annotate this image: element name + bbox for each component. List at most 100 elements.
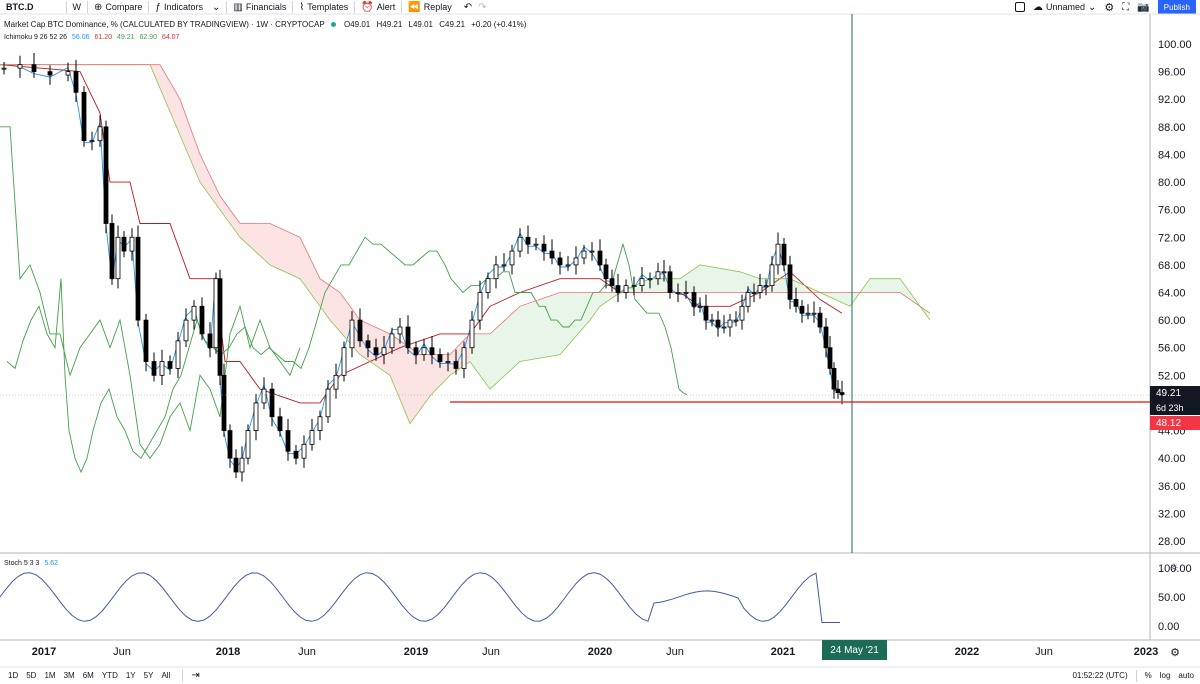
log-toggle[interactable]: log <box>1159 671 1171 680</box>
layout-name-button[interactable]: ☁ Unnamed ⌄ <box>1033 0 1096 14</box>
candle-body <box>589 250 595 253</box>
settings-gear-icon[interactable]: ⚙ <box>1170 646 1180 659</box>
candle-body <box>97 126 103 142</box>
candle-body <box>349 319 355 349</box>
candle-body <box>733 319 739 322</box>
time-label: Jun <box>1035 646 1053 658</box>
camera-icon[interactable]: 📷 <box>1137 1 1150 13</box>
legend-close: C49.21 <box>439 20 466 29</box>
alert-label: Alert <box>376 2 396 12</box>
ichimoku-label: Ichimoku 9 26 52 26 <box>4 34 68 41</box>
price-axis-ticks: 100.00 96.00 92.00 88.00 84.00 80.00 76.00 72.0… <box>1158 39 1192 548</box>
templates-label: Templates <box>307 2 349 12</box>
templates-button[interactable]: ⌇ Templates <box>293 0 354 14</box>
layout-select-icon[interactable] <box>1015 2 1025 12</box>
auto-toggle[interactable]: auto <box>1178 671 1194 680</box>
financials-label: Financials <box>245 2 287 12</box>
candle-body <box>615 285 621 293</box>
price-tick-label: 84.00 <box>1158 149 1186 161</box>
candle-body <box>381 347 387 356</box>
redo-button[interactable]: ↷ <box>478 0 486 14</box>
candle-body <box>517 236 523 252</box>
percent-toggle[interactable]: % <box>1144 671 1152 680</box>
price-tick-label: 64.00 <box>1158 288 1186 300</box>
ichimoku-lead-b-value: 64.07 <box>161 34 180 41</box>
range-1d[interactable]: 1D <box>8 671 19 680</box>
chevron-down-icon: ⌄ <box>1088 1 1097 13</box>
candle-body <box>453 361 459 369</box>
price-tick-label: 92.00 <box>1158 94 1186 106</box>
price-tick-label: 72.00 <box>1158 232 1186 244</box>
stoch-k-line <box>0 572 840 623</box>
stoch-tick-label: 50.00 <box>1158 592 1186 604</box>
undo-button[interactable]: ↶ <box>458 0 478 14</box>
compare-button[interactable]: ⊕ Compare <box>88 0 148 14</box>
toolbar-divider <box>226 1 228 13</box>
range-ytd[interactable]: YTD <box>101 671 118 680</box>
candle-body <box>269 388 275 418</box>
replay-button[interactable]: ⏪ Replay <box>402 0 457 14</box>
legend-change: +0.20 (+0.41%) <box>471 20 527 29</box>
price-tick-label: 28.00 <box>1158 536 1186 548</box>
price-tick-label: 56.00 <box>1158 343 1186 355</box>
ichimoku-legend[interactable]: Ichimoku 9 26 52 26 56.06 61.20 49.21 62… <box>4 34 179 41</box>
candle-body <box>357 319 363 342</box>
undo-icon: ↶ <box>463 1 473 13</box>
price-tick-label: 52.00 <box>1158 370 1186 382</box>
candle-body <box>525 236 531 245</box>
candle-body <box>309 430 315 445</box>
layout-name-label: Unnamed <box>1046 2 1086 12</box>
range-1y[interactable]: 1Y <box>125 671 136 680</box>
bottom-divider <box>182 669 184 682</box>
gear-icon[interactable]: ⚙ <box>1104 1 1115 14</box>
range-1m[interactable]: 1M <box>44 671 56 680</box>
candle-body <box>135 236 141 321</box>
indicators-button[interactable]: ƒ Indicators ⌄ <box>149 0 226 14</box>
candle-body <box>227 430 233 459</box>
candle-body <box>333 374 339 390</box>
interval-button[interactable]: W <box>67 0 88 14</box>
candle-body <box>143 319 149 362</box>
indicators-icon: ƒ <box>155 1 161 13</box>
candle-body <box>175 340 181 369</box>
clock-time[interactable]: 01:52:22 (UTC) <box>1072 671 1128 680</box>
fullscreen-icon[interactable]: ⛶ <box>1122 1 1130 13</box>
live-status-dot-icon <box>330 22 336 28</box>
financials-button[interactable]: ▥ Financials <box>227 0 292 14</box>
symbol-search-button[interactable]: BTC.D <box>0 0 40 14</box>
range-5d[interactable]: 5D <box>26 671 37 680</box>
legend-title: Market Cap BTC Dominance, % (CALCULATED … <box>4 20 325 29</box>
range-5y[interactable]: 5Y <box>143 671 154 680</box>
publish-button[interactable]: Publish <box>1157 0 1196 14</box>
candle-body <box>109 223 115 280</box>
candle-body <box>167 361 173 369</box>
candle-body <box>573 257 579 266</box>
candle-body <box>541 243 547 252</box>
alert-button[interactable]: ⏰ Alert <box>355 0 401 14</box>
toolbar-divider <box>87 1 88 13</box>
ichimoku-conversion-line <box>3 63 843 469</box>
time-label: 2022 <box>955 646 979 658</box>
range-6m[interactable]: 6M <box>82 671 94 680</box>
crosshair-date-badge: 24 May '21 <box>822 640 887 660</box>
replay-icon: ⏪ <box>408 1 421 13</box>
stoch-legend[interactable]: Stoch 5 3 3 5.62 <box>4 560 58 567</box>
pane-gear-icon[interactable]: ☼ <box>1170 563 1179 574</box>
candle-body <box>285 430 291 452</box>
candle-body <box>709 319 715 322</box>
candle-body <box>341 347 347 376</box>
compare-label: Compare <box>105 2 143 12</box>
candle-body <box>233 457 239 473</box>
range-all[interactable]: All <box>161 671 171 680</box>
go-to-date-icon[interactable]: ⇥ <box>191 670 200 681</box>
candle-body <box>697 305 703 308</box>
range-3m[interactable]: 3M <box>63 671 75 680</box>
candle-body <box>839 392 845 396</box>
bottom-right-controls: 01:52:22 (UTC) % log auto <box>1072 667 1194 684</box>
time-label: 2023 <box>1134 646 1158 658</box>
candle-body <box>751 292 757 294</box>
candle-body <box>581 250 587 259</box>
candle-body <box>373 347 379 356</box>
bottom-bar: 1D 5D 1M 3M 6M YTD 1Y 5Y All ⇥ 01:52:22 … <box>0 667 1200 684</box>
